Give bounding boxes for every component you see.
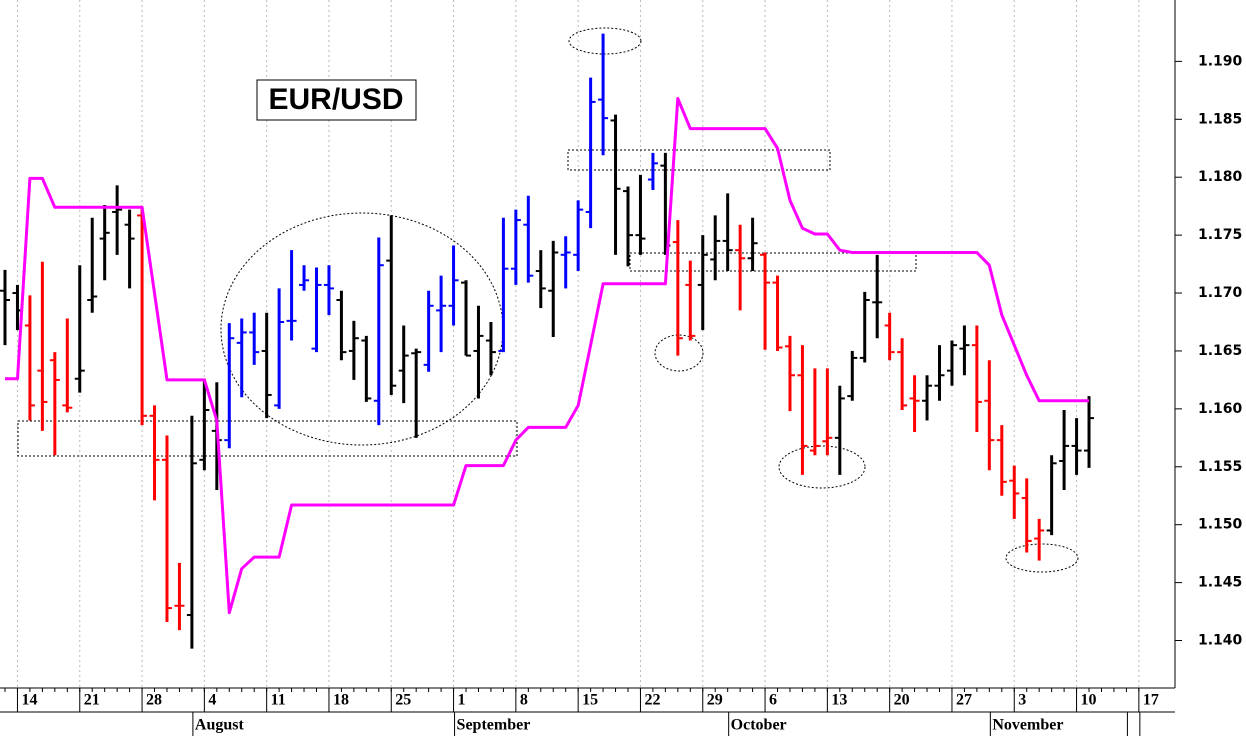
x-tick-label: 17 [1143, 692, 1159, 709]
annotation-ellipse [654, 334, 704, 372]
x-tick-label: 29 [707, 692, 723, 709]
month-label: October [731, 717, 787, 734]
x-tick-label: 6 [769, 692, 777, 709]
grid [16, 0, 1140, 688]
y-tick-label: 1.155 [1198, 459, 1242, 475]
chart-title: EUR/USD [268, 83, 403, 116]
x-tick-label: 13 [831, 692, 847, 709]
annotation-box [567, 149, 831, 171]
title-box [256, 79, 417, 121]
x-tick-label: 4 [208, 692, 216, 709]
month-label: August [195, 717, 245, 734]
y-tick-label: 1.180 [1198, 169, 1243, 185]
x-tick-label: 21 [84, 692, 100, 709]
month-label: September [457, 717, 531, 734]
y-tick-label: 1.190 [1198, 53, 1243, 69]
x-tick-label: 10 [1081, 692, 1097, 709]
y-tick-label: 1.170 [1198, 285, 1243, 301]
x-tick-label: 18 [333, 692, 349, 709]
overlay-line [5, 97, 1089, 615]
y-tick-label: 1.150 [1198, 517, 1243, 533]
y-tick-label: 1.140 [1198, 633, 1243, 649]
y-tick-label: 1.160 [1198, 401, 1243, 417]
y-tick-label: 1.185 [1198, 111, 1242, 127]
x-tick-label: 11 [271, 692, 286, 709]
x-tick-label: 25 [395, 692, 411, 709]
x-tick-label: 20 [894, 692, 910, 709]
y-tick-label: 1.175 [1198, 227, 1242, 243]
annotation-ellipse [568, 27, 642, 55]
annotation-box [17, 420, 518, 457]
x-tick-label: 22 [644, 692, 660, 709]
y-tick-label: 1.165 [1198, 343, 1242, 359]
x-tick-label: 8 [520, 692, 528, 709]
x-tick-label: 14 [21, 692, 37, 709]
annotation-box [629, 252, 917, 272]
annotation-ellipse [778, 445, 866, 489]
x-tick-label: 27 [956, 692, 972, 709]
x-tick-label: 28 [146, 692, 162, 709]
x-tick-label: 3 [1018, 692, 1026, 709]
month-label: November [992, 717, 1063, 734]
annotation-ellipse [220, 212, 504, 446]
annotations [17, 27, 1079, 573]
x-tick-label: 15 [582, 692, 598, 709]
y-tick-label: 1.145 [1198, 575, 1242, 591]
x-tick-label: 1 [458, 692, 466, 709]
annotation-ellipse [1005, 543, 1079, 573]
bars [0, 33, 1095, 649]
